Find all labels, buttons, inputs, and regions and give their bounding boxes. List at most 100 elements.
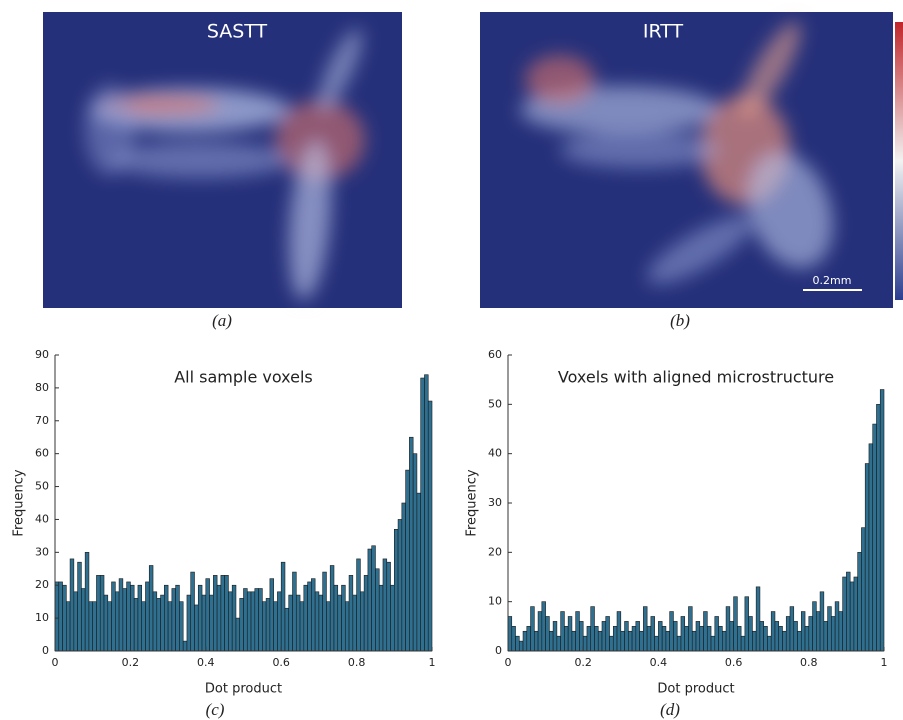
bar — [341, 584, 346, 652]
bar — [601, 621, 607, 652]
x-tick-label: 0 — [505, 656, 512, 669]
bar — [197, 584, 203, 652]
bar — [375, 568, 380, 652]
bar — [115, 591, 120, 652]
bar — [337, 594, 342, 652]
bar — [299, 601, 305, 652]
field-blob — [318, 28, 362, 112]
bar — [714, 616, 719, 652]
bar — [676, 635, 682, 652]
bar — [515, 635, 520, 652]
bar — [575, 611, 580, 652]
bar — [541, 601, 546, 652]
bar — [827, 606, 832, 652]
bar — [333, 584, 339, 652]
bar — [420, 377, 425, 652]
y-tick-label: 20 — [488, 545, 502, 558]
bar — [262, 601, 267, 652]
bar — [725, 606, 731, 652]
bar — [560, 611, 565, 652]
y-tick-label: 40 — [35, 512, 49, 525]
y-tick-label: 60 — [35, 447, 49, 460]
bar — [92, 601, 97, 652]
bar — [126, 581, 131, 652]
bar — [819, 591, 825, 652]
bar — [258, 588, 263, 652]
y-tick-label: 90 — [35, 348, 49, 361]
y-tick-label: 0 — [495, 644, 502, 657]
bar — [231, 584, 237, 652]
chart: 0 10 20 30 40 50 60 70 80 90 0 0.2 0.4 0.6 0.8 1 All sam… — [12, 348, 436, 719]
bar — [409, 436, 414, 652]
bar — [846, 571, 851, 652]
x-tick-label: 1 — [429, 656, 436, 669]
x-tick-label: 0 — [52, 656, 59, 669]
bar — [405, 469, 410, 652]
bar — [522, 630, 528, 652]
bar — [307, 581, 312, 652]
x-tick-label: 0.8 — [348, 656, 366, 669]
caption: (a) — [212, 311, 232, 330]
bar — [624, 621, 629, 652]
vector-field — [85, 28, 365, 300]
bar — [141, 601, 146, 652]
bar — [691, 630, 697, 652]
bar — [329, 565, 335, 652]
bar — [164, 584, 169, 652]
bar — [545, 616, 550, 652]
bar — [254, 588, 259, 652]
bar — [582, 635, 588, 652]
bar — [518, 640, 524, 652]
image-title: IRTT — [643, 21, 684, 43]
bar — [511, 626, 516, 652]
bar — [73, 591, 78, 652]
bar — [616, 611, 622, 652]
bar — [571, 630, 576, 652]
bar — [752, 630, 757, 652]
bar — [661, 626, 667, 652]
field-blob — [275, 100, 365, 180]
bar — [84, 552, 90, 652]
vector-field — [520, 21, 833, 284]
bar — [427, 400, 433, 652]
bar — [861, 527, 866, 652]
bar — [710, 635, 716, 652]
bar — [243, 588, 248, 652]
bar — [318, 594, 323, 652]
bar — [62, 584, 67, 652]
bar — [789, 606, 795, 652]
bar — [763, 626, 768, 652]
chart-title: Voxels with aligned microstructure — [558, 368, 834, 387]
bar — [228, 591, 233, 652]
y-tick-label: 60 — [488, 348, 502, 361]
bar — [152, 591, 158, 652]
bar — [631, 626, 637, 652]
x-tick-label: 0.8 — [800, 656, 818, 669]
bar — [314, 591, 320, 652]
bar — [111, 581, 116, 652]
bar — [295, 594, 301, 652]
bar — [808, 616, 813, 652]
bar — [175, 584, 180, 652]
y-tick-label: 10 — [488, 595, 502, 608]
bar — [695, 621, 701, 652]
bar — [804, 626, 810, 652]
bar — [733, 596, 738, 652]
bar — [680, 616, 686, 652]
bar — [160, 594, 165, 652]
bar — [654, 635, 659, 652]
bar — [66, 601, 71, 652]
bar — [507, 616, 513, 652]
bar — [326, 601, 331, 652]
bar — [684, 626, 689, 652]
y-tick-label: 20 — [35, 578, 49, 591]
bar — [239, 598, 244, 652]
bar — [816, 611, 821, 652]
bar — [137, 584, 143, 652]
bar — [213, 575, 218, 652]
bar — [785, 616, 791, 652]
field-blob — [110, 142, 290, 178]
bar — [386, 561, 391, 652]
bar — [793, 621, 798, 652]
